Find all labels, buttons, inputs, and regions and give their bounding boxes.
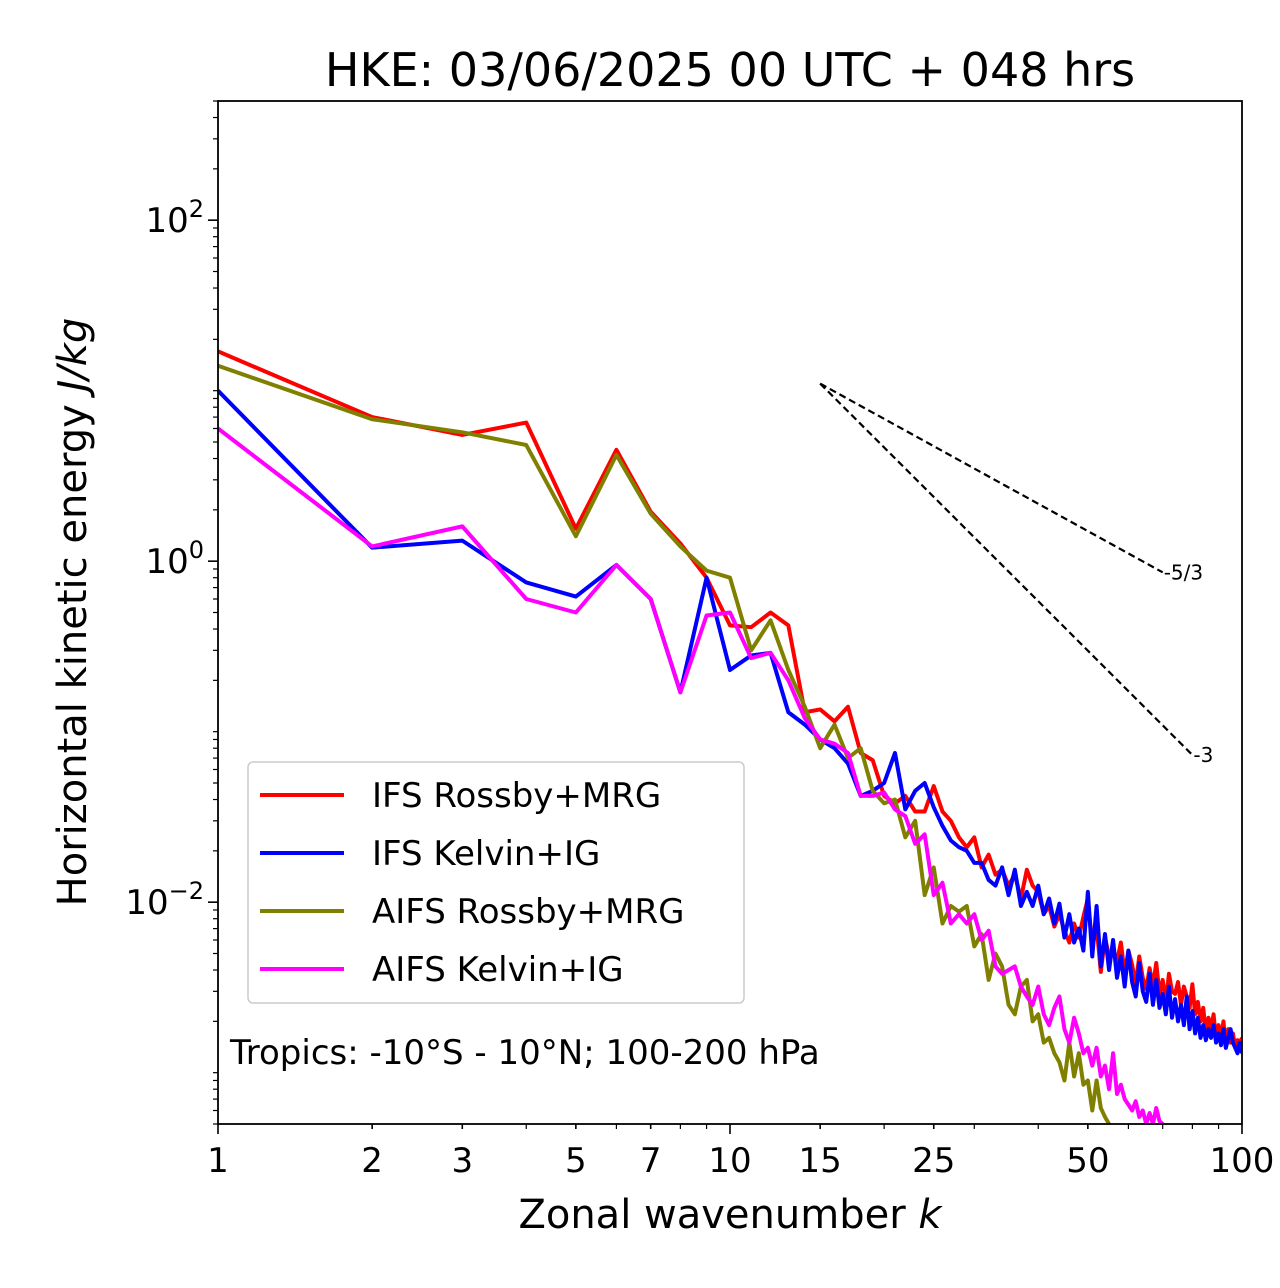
- x-tick-label: 2: [361, 1141, 383, 1181]
- region-annotation: Tropics: -10°S - 10°N; 100-200 hPa: [229, 1033, 820, 1073]
- y-axis-label-text: Horizontal kinetic energy: [50, 404, 96, 906]
- series-lines: [218, 349, 1242, 1124]
- reference-line-minus-3: [819, 382, 1194, 756]
- x-tick-label: 50: [1066, 1141, 1109, 1181]
- chart-title: HKE: 03/06/2025 00 UTC + 048 hrs: [325, 43, 1135, 97]
- y-axis-label-unit: J/kg: [50, 318, 96, 399]
- x-tick-label: 5: [565, 1141, 587, 1181]
- series-line-aifs-kelvin-ig: [218, 426, 1165, 1124]
- legend-box: [247, 761, 745, 1004]
- reference-lines: [819, 382, 1194, 756]
- reference-line-minus-3-label: -3: [1193, 743, 1213, 767]
- x-axis: 1 2 3 5 7 10 15 25 50 100: [207, 1124, 1274, 1181]
- reference-line-labels: -5/3 -3: [1164, 560, 1214, 767]
- series-line-aifs-rossby-mrg: [218, 363, 1111, 1124]
- x-tick-label: 15: [799, 1141, 842, 1181]
- x-axis-label-var: k: [918, 1192, 943, 1238]
- legend-label-ifs-rossby-mrg: IFS Rossby+MRG: [372, 776, 661, 816]
- x-axis-label: Zonal wavenumber k: [518, 1192, 943, 1238]
- y-tick-label: 100: [145, 536, 204, 582]
- x-axis-label-text: Zonal wavenumber: [518, 1192, 906, 1238]
- reference-line-minus-5-3: [819, 382, 1164, 574]
- x-tick-label: 100: [1210, 1141, 1275, 1181]
- x-tick-label: 25: [912, 1141, 955, 1181]
- x-tick-label: 3: [451, 1141, 473, 1181]
- reference-line-minus-5-3-label: -5/3: [1164, 560, 1203, 584]
- y-axis: 10−2 100 102: [125, 100, 218, 1125]
- legend: IFS Rossby+MRG IFS Kelvin+IG AIFS Rossby+M…: [247, 761, 745, 1004]
- y-axis-label: Horizontal kinetic energy J/kg: [50, 318, 96, 907]
- legend-label-aifs-rossby-mrg: AIFS Rossby+MRG: [372, 892, 684, 932]
- x-tick-label: 10: [708, 1141, 751, 1181]
- y-tick-label: 102: [145, 195, 204, 241]
- x-tick-label: 1: [207, 1141, 229, 1181]
- legend-label-aifs-kelvin-ig: AIFS Kelvin+IG: [372, 950, 624, 990]
- y-tick-label: 10−2: [125, 877, 204, 923]
- x-tick-label: 7: [640, 1141, 662, 1181]
- legend-label-ifs-kelvin-ig: IFS Kelvin+IG: [372, 834, 600, 874]
